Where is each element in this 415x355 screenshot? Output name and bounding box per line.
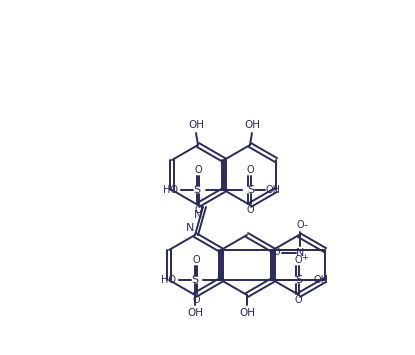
Text: O: O (194, 165, 202, 175)
Text: OH: OH (187, 308, 203, 318)
Text: S: S (191, 275, 198, 285)
Text: OH: OH (313, 275, 328, 285)
Text: O: O (246, 205, 254, 215)
Text: O: O (294, 295, 302, 305)
Text: O: O (192, 295, 200, 305)
Text: O: O (296, 220, 304, 230)
Text: O: O (246, 165, 254, 175)
Text: OH: OH (266, 185, 281, 195)
Text: S: S (193, 185, 200, 195)
Text: -: - (304, 220, 308, 230)
Text: S: S (247, 185, 254, 195)
Text: O: O (294, 255, 302, 265)
Text: O: O (194, 205, 202, 215)
Text: N: N (296, 248, 304, 258)
Text: N: N (186, 223, 194, 233)
Text: HO: HO (161, 275, 176, 285)
Text: HO: HO (164, 185, 178, 195)
Text: O: O (192, 255, 200, 265)
Text: OH: OH (188, 120, 204, 130)
Text: OH: OH (244, 120, 260, 130)
Text: N: N (194, 210, 202, 220)
Text: OH: OH (239, 308, 255, 318)
Text: +: + (302, 252, 308, 262)
Text: O: O (272, 247, 280, 257)
Text: S: S (295, 275, 303, 285)
